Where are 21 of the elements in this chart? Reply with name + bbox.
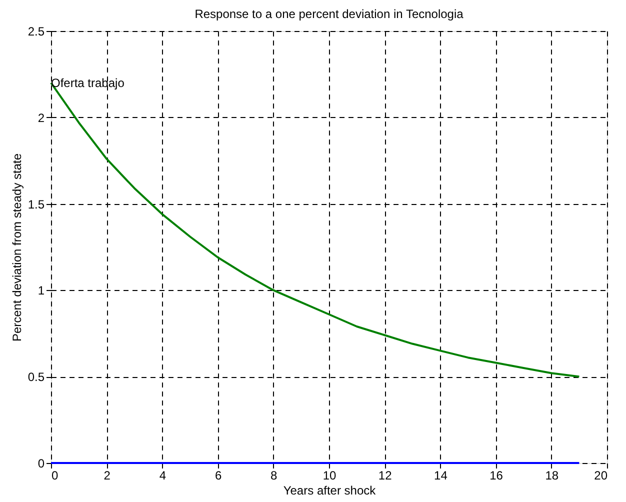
x-tick-label: 2 xyxy=(104,468,111,482)
y-tick-label: 1.5 xyxy=(28,197,45,212)
y-tick-label: 1 xyxy=(38,284,45,298)
annotation: Oferta trabajo xyxy=(51,76,125,90)
y-tick-label: 2 xyxy=(38,110,45,125)
y-tick-label: 0 xyxy=(38,456,45,470)
x-tick-label: 12 xyxy=(378,468,392,482)
y-tick-label: 2.5 xyxy=(28,24,45,38)
x-tick-label: 10 xyxy=(322,468,336,482)
x-tick-label: 20 xyxy=(594,468,608,482)
x-tick-label: 4 xyxy=(159,468,166,482)
y-axis-title: Percent deviation from steady state xyxy=(10,153,24,342)
y-tick-label: 0.5 xyxy=(28,370,45,384)
x-tick-label: 6 xyxy=(214,468,222,482)
x-axis-title: Years after shock xyxy=(283,484,377,498)
x-tick-label: 8 xyxy=(270,468,278,482)
x-tick-label: 18 xyxy=(545,468,559,482)
chart-title: Response to a one percent deviation in Tecnologia xyxy=(194,7,464,21)
x-tick-label: 14 xyxy=(434,468,448,482)
x-tick-label: 0 xyxy=(52,468,58,482)
x-tick-label: 16 xyxy=(490,468,504,482)
